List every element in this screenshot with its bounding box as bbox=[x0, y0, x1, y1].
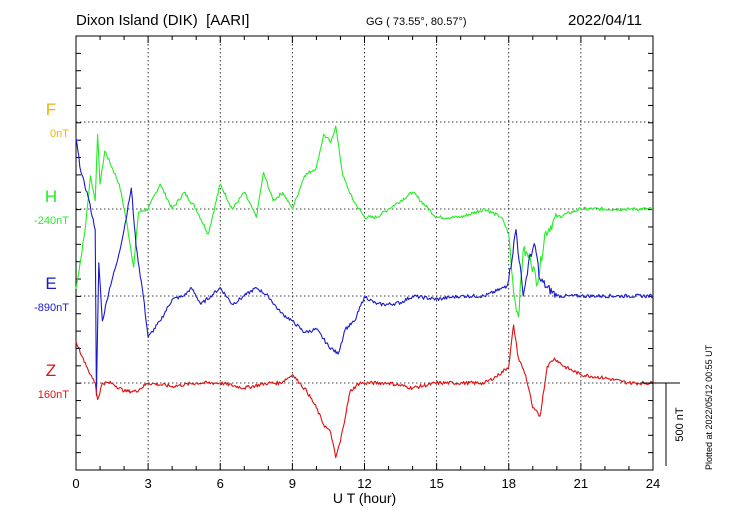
station-title: Dixon Island (DIK) [AARI] bbox=[76, 12, 249, 29]
series-labels: F 0nT H -240nT E -890nT Z 160nT bbox=[34, 100, 69, 401]
x-tick-label: 15 bbox=[429, 476, 443, 491]
date-label: 2022/04/11 bbox=[568, 12, 642, 29]
x-axis-label: U T (hour) bbox=[333, 490, 396, 506]
baseline-label-f: 0nT bbox=[50, 128, 69, 140]
x-tick-label: 18 bbox=[502, 476, 516, 491]
coordinates-label: GG ( 73.55°, 80.57°) bbox=[366, 16, 467, 28]
component-label-z: Z bbox=[46, 361, 56, 380]
axis-ticks: 0 3 6 9 12 15 18 21 24 bbox=[72, 36, 660, 491]
series-z-line bbox=[75, 324, 654, 459]
x-tick-label: 6 bbox=[217, 476, 224, 491]
series-h-line bbox=[75, 125, 654, 318]
baseline-label-z: 160nT bbox=[38, 389, 69, 401]
series-group bbox=[75, 125, 654, 459]
station-name: Dixon Island (DIK) bbox=[76, 12, 198, 29]
scale-bar: 500 nT bbox=[642, 382, 686, 466]
plotted-timestamp: Plotted at 2022/05/12 00:55 UT bbox=[704, 344, 714, 470]
scale-bar-label: 500 nT bbox=[674, 407, 686, 442]
institute-label: [AARI] bbox=[206, 12, 250, 29]
component-label-f: F bbox=[46, 100, 56, 119]
component-label-h: H bbox=[45, 187, 57, 206]
component-label-e: E bbox=[45, 274, 56, 293]
series-e-line bbox=[75, 138, 654, 397]
x-tick-label: 3 bbox=[145, 476, 152, 491]
x-tick-label: 0 bbox=[72, 476, 79, 491]
baseline-label-e: -890nT bbox=[34, 302, 69, 314]
x-tick-label: 9 bbox=[289, 476, 296, 491]
baseline-label-h: -240nT bbox=[34, 215, 69, 227]
grid-lines bbox=[76, 36, 653, 470]
x-tick-label: 24 bbox=[646, 476, 660, 491]
x-tick-label: 12 bbox=[357, 476, 371, 491]
x-tick-label: 21 bbox=[574, 476, 588, 491]
